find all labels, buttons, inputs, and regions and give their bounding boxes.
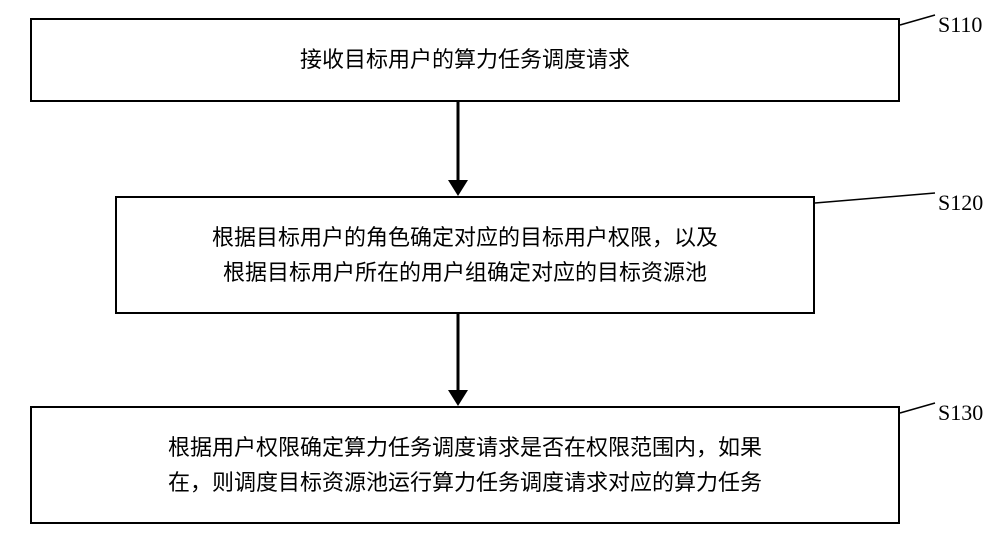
flow-node-s110: 接收目标用户的算力任务调度请求: [30, 18, 900, 102]
flow-node-s130: 根据用户权限确定算力任务调度请求是否在权限范围内，如果 在，则调度目标资源池运行…: [30, 406, 900, 524]
flowchart-canvas: 接收目标用户的算力任务调度请求 S110 根据目标用户的角色确定对应的目标用户权…: [0, 0, 1000, 541]
label-leader: [900, 403, 935, 413]
flow-label-s120: S120: [938, 190, 983, 216]
flow-node-s120: 根据目标用户的角色确定对应的目标用户权限，以及 根据目标用户所在的用户组确定对应…: [115, 196, 815, 314]
flow-node-text: 根据目标用户的角色确定对应的目标用户权限，以及 根据目标用户所在的用户组确定对应…: [212, 220, 718, 290]
flow-label-s110: S110: [938, 12, 982, 38]
arrowhead-icon: [448, 180, 468, 196]
flow-node-text: 接收目标用户的算力任务调度请求: [300, 42, 630, 77]
arrowhead-icon: [448, 390, 468, 406]
label-leader: [815, 193, 935, 203]
label-leader: [900, 15, 935, 25]
flow-node-text: 根据用户权限确定算力任务调度请求是否在权限范围内，如果 在，则调度目标资源池运行…: [168, 430, 762, 500]
flow-label-s130: S130: [938, 400, 983, 426]
